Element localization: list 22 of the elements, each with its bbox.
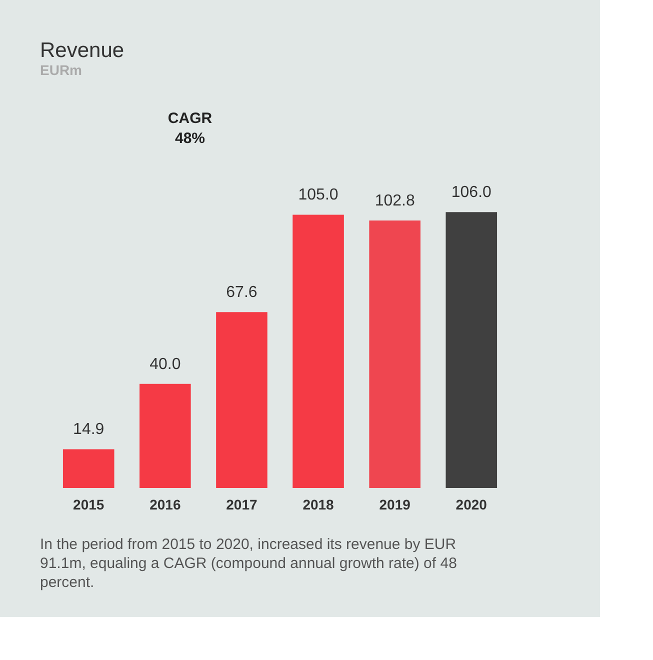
x-tick-label: 2017 — [226, 496, 258, 512]
x-tick-label: 2019 — [379, 496, 411, 512]
x-tick-label: 2016 — [150, 496, 181, 512]
data-label: 40.0 — [150, 356, 181, 373]
data-label: 102.8 — [374, 192, 415, 210]
data-label: 106.0 — [451, 184, 492, 202]
data-label: 67.6 — [226, 284, 258, 302]
bar — [140, 384, 191, 488]
text: CAGR 48% — [168, 110, 212, 147]
data-label: 14.9 — [73, 421, 104, 438]
chart-title: Revenue — [40, 39, 124, 62]
data-label: 105.0 — [298, 186, 338, 204]
x-tick-label: 2020 — [456, 496, 488, 512]
x-tick-label: 2015 — [73, 496, 104, 512]
bar — [446, 212, 498, 488]
x-tick-label: 2018 — [302, 496, 334, 512]
chart-subtitle: EURm — [40, 62, 82, 78]
text: In the period from 2015 to 2020, increased its revenue by EUR 91.1m, equaling a CAGR (compound annual growth rate) of 48 percent. — [40, 536, 457, 591]
bar — [292, 214, 344, 488]
bar — [369, 220, 420, 488]
bar — [62, 449, 114, 488]
bar — [216, 312, 268, 488]
